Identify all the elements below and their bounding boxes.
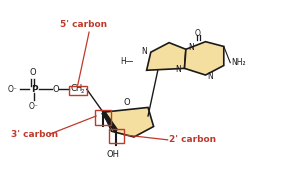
Bar (95, 110, 111, 125)
Text: NH₂: NH₂ (231, 58, 245, 67)
Text: CH: CH (70, 84, 83, 93)
Text: OH: OH (106, 150, 120, 159)
Text: O: O (124, 98, 130, 107)
Text: N: N (175, 65, 181, 74)
Polygon shape (103, 108, 154, 137)
Text: P: P (31, 85, 38, 94)
Text: 2: 2 (81, 89, 84, 94)
Text: 3' carbon: 3' carbon (10, 130, 58, 139)
Bar (69, 85, 87, 95)
Text: 2' carbon: 2' carbon (169, 135, 216, 144)
Text: N: N (207, 72, 213, 81)
Polygon shape (147, 43, 186, 70)
Text: O: O (30, 68, 36, 77)
Polygon shape (184, 42, 224, 75)
Text: O⁻: O⁻ (8, 85, 17, 94)
Text: 5' carbon: 5' carbon (60, 20, 107, 29)
Text: N: N (189, 43, 195, 52)
Text: N: N (142, 47, 147, 56)
Text: O⁻: O⁻ (28, 102, 38, 111)
Bar (109, 129, 124, 143)
Text: H—: H— (121, 57, 134, 66)
Text: O: O (52, 85, 59, 94)
Text: O: O (194, 29, 200, 38)
